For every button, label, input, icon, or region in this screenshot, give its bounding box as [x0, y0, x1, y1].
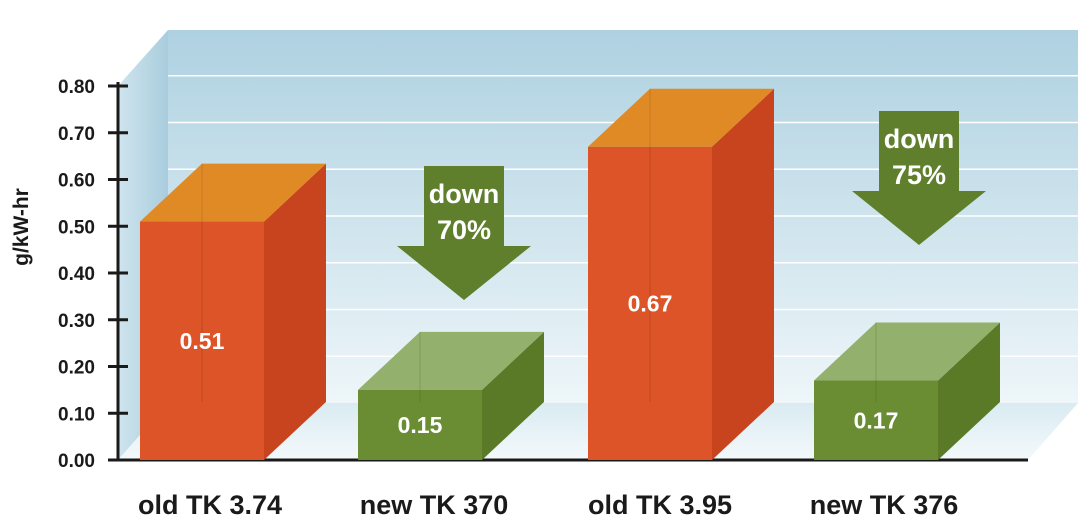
- bars: 0.51 0.15 0.67 0.17: [140, 88, 1000, 461]
- x-tick-label: new TK 376: [810, 490, 959, 520]
- bar: 0.15: [358, 331, 544, 460]
- bar-top: [358, 331, 544, 390]
- bar-value-label: 0.51: [180, 328, 225, 354]
- bar-front: [588, 146, 712, 460]
- bar-front: [140, 221, 264, 460]
- y-tick-label: 0.50: [58, 217, 95, 238]
- bar-value-label: 0.17: [854, 407, 899, 433]
- bar-top: [140, 163, 326, 222]
- bar: 0.51: [140, 163, 326, 460]
- y-tick-label: 0.30: [58, 311, 95, 332]
- y-tick-label: 0.00: [58, 451, 95, 472]
- bar-value-label: 0.67: [628, 290, 673, 316]
- bar: 0.17: [814, 322, 1000, 460]
- bar-side: [712, 88, 774, 461]
- y-tick-label: 0.10: [58, 404, 95, 425]
- arrow-label-line1: down: [884, 124, 954, 154]
- y-tick-label: 0.60: [58, 171, 95, 192]
- arrow-label-line1: down: [429, 179, 499, 209]
- down-arrow: down 75%: [852, 111, 986, 245]
- x-tick-label: new TK 370: [360, 490, 509, 520]
- x-axis-labels: old TK 3.74 new TK 370 old TK 3.95 new TK 3…: [138, 490, 958, 520]
- x-tick-label: old TK 3.95: [588, 490, 732, 520]
- bar-front: [814, 380, 938, 460]
- x-tick-label: old TK 3.74: [138, 490, 282, 520]
- y-axis-title: g/kW-hr: [10, 188, 33, 266]
- y-axis: 0.00 0.10 0.20 0.30 0.40 0.50 0.60 0.70 0.80: [58, 77, 1028, 472]
- y-tick-label: 0.80: [58, 77, 95, 98]
- bar-side: [938, 322, 1000, 460]
- bar-top: [814, 322, 1000, 381]
- down-arrow: down 70%: [397, 166, 531, 300]
- arrow-label-line2: 75%: [892, 160, 946, 190]
- bar-front: [358, 389, 482, 460]
- arrow-label-line2: 70%: [437, 215, 491, 245]
- down-arrow-shape: [852, 111, 986, 245]
- y-tick-label: 0.40: [58, 264, 95, 285]
- bar-side: [482, 331, 544, 460]
- y-tick-label: 0.20: [58, 358, 95, 379]
- bar-value-label: 0.15: [398, 412, 443, 438]
- y-tick-label: 0.70: [58, 124, 95, 145]
- bar-side: [264, 163, 326, 460]
- annotations: down 70% down 75%: [397, 111, 986, 300]
- down-arrow-shape: [397, 166, 531, 300]
- bar-top: [588, 88, 774, 147]
- bar: 0.67: [588, 88, 774, 461]
